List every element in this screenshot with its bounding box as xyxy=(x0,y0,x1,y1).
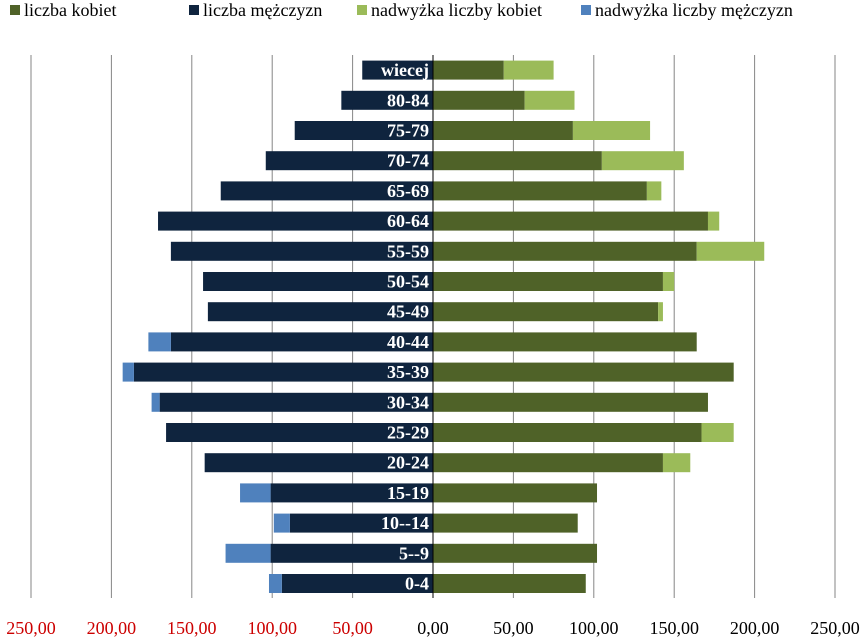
x-tick-label: 250,00 xyxy=(6,618,56,638)
bar-women xyxy=(433,392,708,412)
bar-women xyxy=(433,241,697,261)
bar-men-surplus xyxy=(151,392,160,412)
bar-men xyxy=(294,121,433,140)
chart-legend: liczba kobiet liczba mężczyzn nadwyżka l… xyxy=(0,0,866,22)
bar-men xyxy=(170,332,433,352)
bar-men xyxy=(265,151,433,171)
legend-swatch-men-surplus xyxy=(581,5,591,15)
bar-men xyxy=(207,302,433,322)
bar-women xyxy=(433,423,702,442)
bar-women xyxy=(433,332,697,352)
bar-men xyxy=(166,423,433,442)
bar-men xyxy=(158,211,434,231)
bar-men xyxy=(281,574,433,593)
legend-swatch-men xyxy=(189,5,199,15)
bar-women xyxy=(433,151,602,171)
category-label: 5--9 xyxy=(399,543,429,563)
bar-women xyxy=(433,90,525,110)
category-label: 0-4 xyxy=(405,574,429,594)
category-label: 60-64 xyxy=(387,211,429,231)
category-label: 20-24 xyxy=(387,453,429,473)
bar-women-surplus xyxy=(696,241,765,261)
bar-men xyxy=(204,453,433,473)
category-label: 80-84 xyxy=(387,90,429,110)
bar-women-surplus xyxy=(524,90,575,110)
bar-men xyxy=(270,543,433,563)
legend-label-women: liczba kobiet xyxy=(24,0,117,20)
legend-item-women-surplus: nadwyżka liczby kobiet xyxy=(357,0,542,20)
bar-women xyxy=(433,513,578,533)
bar-men-surplus xyxy=(122,362,134,382)
category-label: wiecej xyxy=(381,60,429,80)
x-tick-label: 100,00 xyxy=(569,618,619,638)
bar-men xyxy=(270,483,433,503)
x-tick-label: 150,00 xyxy=(167,618,217,638)
bar-women-surplus xyxy=(707,211,720,231)
bar-men xyxy=(203,272,433,291)
category-label: 15-19 xyxy=(387,483,429,503)
bar-women xyxy=(433,181,647,201)
category-label: 55-59 xyxy=(387,241,429,261)
bar-women xyxy=(433,121,573,140)
bar-men xyxy=(170,241,433,261)
legend-item-men-surplus: nadwyżka liczby mężczyzn xyxy=(581,0,793,20)
legend-label-women-surplus: nadwyżka liczby kobiet xyxy=(371,0,542,20)
bar-women-surplus xyxy=(658,302,663,322)
category-label: 50-54 xyxy=(387,272,429,292)
x-tick-label: 200,00 xyxy=(730,618,780,638)
category-label: 40-44 xyxy=(387,332,429,352)
category-label: 70-74 xyxy=(387,151,429,171)
bar-women xyxy=(433,60,504,80)
legend-label-men-surplus: nadwyżka liczby mężczyzn xyxy=(595,0,793,20)
bar-men-surplus xyxy=(268,574,282,593)
legend-label-men: liczba mężczyzn xyxy=(203,0,323,20)
bar-women-surplus xyxy=(662,272,675,291)
category-label: 25-29 xyxy=(387,423,429,443)
x-tick-label: 200,00 xyxy=(87,618,137,638)
x-tick-label: 250,00 xyxy=(810,618,860,638)
legend-swatch-women xyxy=(10,5,20,15)
category-label: 65-69 xyxy=(387,181,429,201)
legend-item-women: liczba kobiet xyxy=(10,0,116,20)
category-label: 45-49 xyxy=(387,302,429,322)
bar-women xyxy=(433,483,598,503)
category-label: 30-34 xyxy=(387,392,429,412)
bar-women xyxy=(433,574,586,593)
bar-men xyxy=(341,90,433,110)
bar-women xyxy=(433,272,663,291)
x-tick-label: 0,00 xyxy=(417,618,449,638)
bar-women xyxy=(433,211,708,231)
bar-women-surplus xyxy=(646,181,662,201)
bar-women-surplus xyxy=(572,121,651,140)
bar-women-surplus xyxy=(601,151,684,171)
category-label: 35-39 xyxy=(387,362,429,382)
bar-men-surplus xyxy=(240,483,271,503)
bar-women xyxy=(433,453,663,473)
bar-women-surplus xyxy=(503,60,554,80)
bar-women xyxy=(433,302,659,322)
category-label: 10--14 xyxy=(381,513,429,533)
bar-men xyxy=(159,392,433,412)
legend-swatch-women-surplus xyxy=(357,5,367,15)
bar-men xyxy=(133,362,434,382)
x-tick-label: 50,00 xyxy=(493,618,534,638)
bar-men-surplus xyxy=(273,513,290,533)
bar-men xyxy=(220,181,433,201)
bar-men-surplus xyxy=(148,332,171,352)
bar-men-surplus xyxy=(225,543,271,563)
bar-men xyxy=(362,60,433,80)
bar-women xyxy=(433,543,598,563)
bar-men xyxy=(289,513,433,533)
x-tick-label: 50,00 xyxy=(332,618,373,638)
x-tick-label: 150,00 xyxy=(649,618,699,638)
category-label: 75-79 xyxy=(387,121,429,141)
bar-women-surplus xyxy=(662,453,691,473)
bar-women xyxy=(433,362,734,382)
x-tick-label: 100,00 xyxy=(247,618,297,638)
bar-women-surplus xyxy=(701,423,734,442)
legend-item-men: liczba mężczyzn xyxy=(189,0,322,20)
